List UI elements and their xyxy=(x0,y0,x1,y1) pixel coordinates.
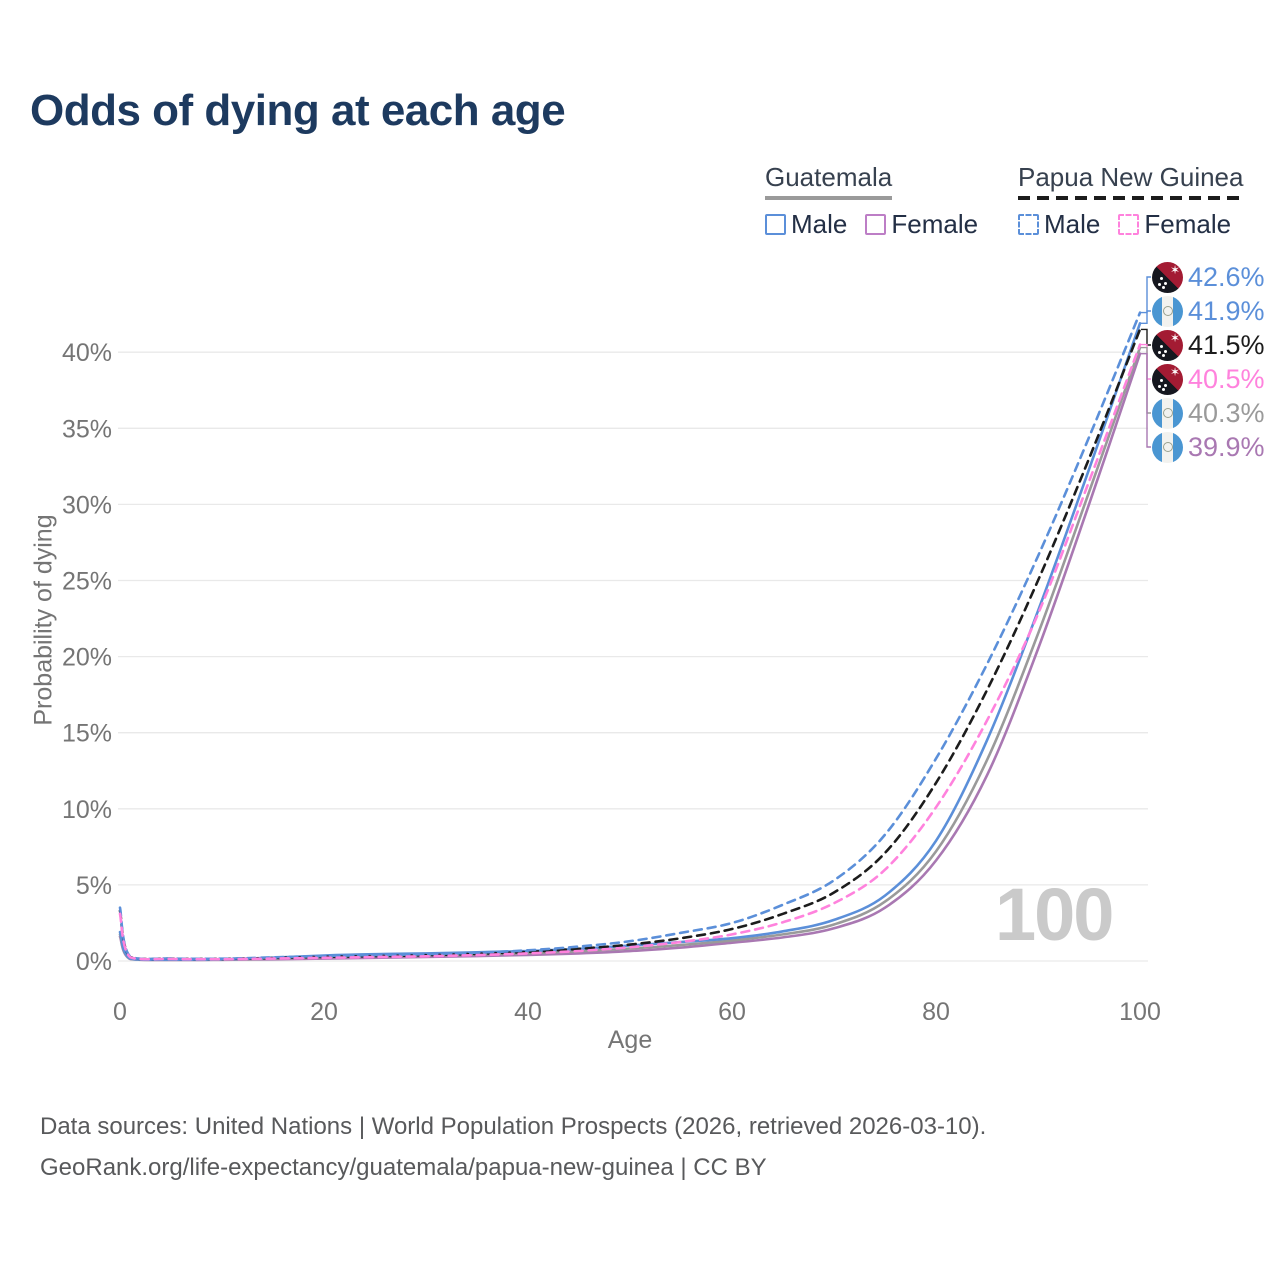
end-label-value: 39.9% xyxy=(1188,431,1265,462)
label-connector xyxy=(1141,353,1151,448)
legend-item-guatemala-female[interactable]: Female xyxy=(891,209,979,239)
legend-underline-guatemala-solid xyxy=(765,196,893,200)
y-tick-label: 35% xyxy=(62,415,112,443)
legend-swatch-papua-new-guinea-male[interactable] xyxy=(1018,214,1039,235)
legend-header-guatemala: Guatemala xyxy=(765,162,893,192)
x-tick-label: 0 xyxy=(113,998,127,1026)
y-tick-label: 20% xyxy=(62,644,112,672)
end-label-value: 41.9% xyxy=(1188,295,1265,326)
y-tick-label: 0% xyxy=(76,948,112,976)
guatemala-flag-icon xyxy=(1152,397,1183,429)
end-label-value: 40.5% xyxy=(1188,363,1265,394)
y-tick-label: 15% xyxy=(62,720,112,748)
series-end-label: ✶ 42.6% xyxy=(1152,261,1265,293)
footer-url-line: GeoRank.org/life-expectancy/guatemala/pa… xyxy=(40,1154,767,1181)
papua-new-guinea-flag-icon: ✶ xyxy=(1152,261,1183,293)
series-end-label: 39.9% xyxy=(1152,431,1265,463)
y-tick-label: 40% xyxy=(62,339,112,367)
footer-source-line: Data sources: United Nations | World Pop… xyxy=(40,1113,987,1140)
end-label-value: 42.6% xyxy=(1188,261,1265,292)
end-label-value: 40.3% xyxy=(1188,397,1265,428)
x-axis-title: Age xyxy=(607,1026,653,1054)
x-tick-label: 100 xyxy=(1119,998,1161,1026)
label-connector xyxy=(1141,346,1151,414)
legend-item-guatemala-male[interactable]: Male xyxy=(791,209,848,239)
y-tick-label: 5% xyxy=(76,872,112,900)
legend-header-papua-new-guinea: Papua New Guinea xyxy=(1018,162,1244,192)
y-tick-label: 30% xyxy=(62,491,112,519)
legend-underline-papua-new-guinea-dashed xyxy=(1018,196,1244,200)
legend-item-papua-new-guinea-male[interactable]: Male xyxy=(1044,209,1101,239)
legend-item-papua-new-guinea-female[interactable]: Female xyxy=(1144,209,1232,239)
legend-swatch-guatemala-male[interactable] xyxy=(765,214,786,235)
x-tick-label: 80 xyxy=(922,998,950,1026)
series-line[interactable] xyxy=(118,328,1142,961)
end-label-value: 41.5% xyxy=(1188,329,1265,360)
papua-new-guinea-flag-icon: ✶ xyxy=(1152,329,1183,361)
series-line[interactable] xyxy=(118,322,1142,962)
series-end-label: ✶ 40.5% xyxy=(1152,363,1265,395)
label-connector xyxy=(1141,343,1151,380)
label-connector xyxy=(1141,310,1151,324)
series-line[interactable] xyxy=(118,346,1142,962)
series-line[interactable] xyxy=(118,343,1142,961)
x-tick-label: 60 xyxy=(718,998,746,1026)
page-title: Odds of dying at each age xyxy=(30,86,566,135)
guatemala-flag-icon xyxy=(1152,431,1183,463)
legend-group-guatemala: Guatemala Male Female xyxy=(765,162,996,240)
label-connector xyxy=(1141,328,1151,346)
series-end-label: 41.9% xyxy=(1152,295,1265,327)
x-tick-label: 40 xyxy=(514,998,542,1026)
series-line[interactable] xyxy=(118,311,1142,961)
y-tick-label: 10% xyxy=(62,796,112,824)
guatemala-flag-icon xyxy=(1152,295,1183,327)
legend-group-papua-new-guinea: Papua New Guinea Male Female xyxy=(1018,162,1249,240)
legend-swatch-guatemala-female[interactable] xyxy=(865,214,887,235)
legend-swatch-papua-new-guinea-female[interactable] xyxy=(1118,214,1140,235)
papua-new-guinea-flag-icon: ✶ xyxy=(1152,363,1183,395)
y-axis-title: Probability of dying xyxy=(29,514,58,726)
footer: Data sources: United Nations | World Pop… xyxy=(40,1106,986,1188)
y-tick-label: 25% xyxy=(62,568,112,596)
series-end-label: ✶ 41.5% xyxy=(1152,329,1265,361)
x-tick-label: 20 xyxy=(310,998,338,1026)
series-end-label: 40.3% xyxy=(1152,397,1265,429)
watermark-100: 100 xyxy=(995,873,1114,956)
label-connector xyxy=(1141,276,1151,314)
